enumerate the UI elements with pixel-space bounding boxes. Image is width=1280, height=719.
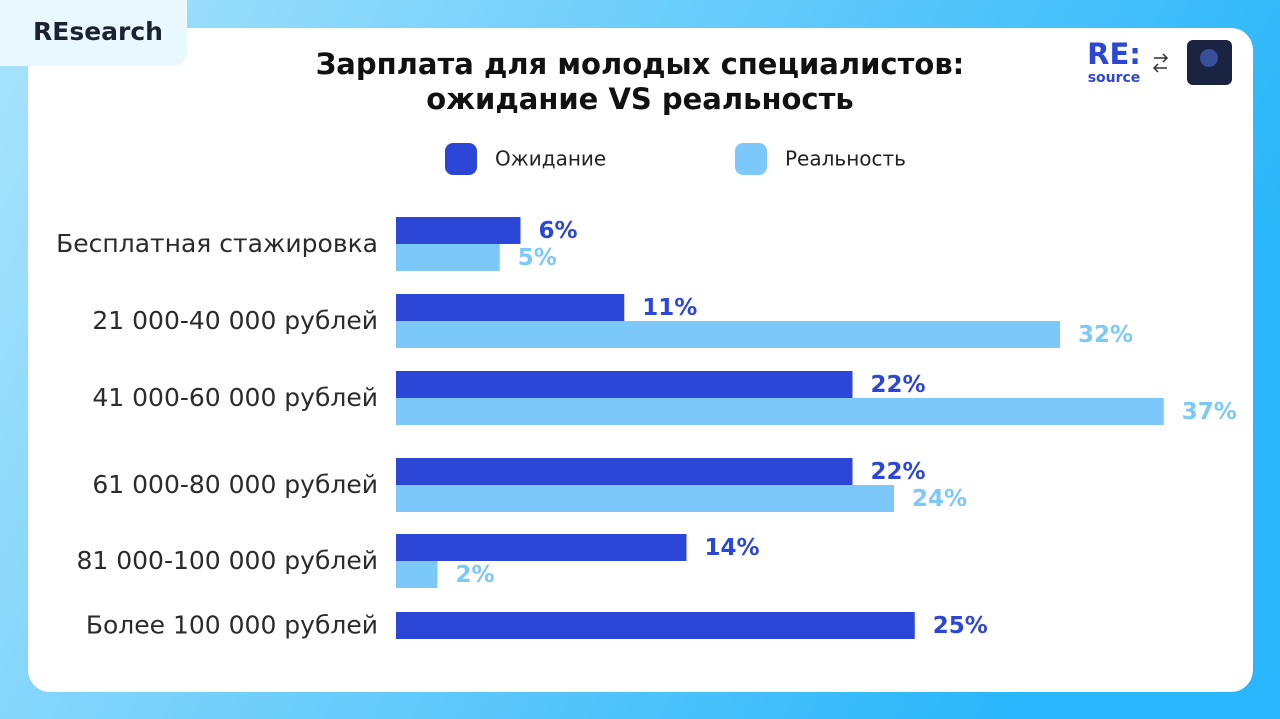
legend-swatch [735, 143, 767, 175]
value-label: 5% [518, 245, 557, 271]
bar [396, 244, 500, 271]
bar [396, 458, 853, 485]
legend-swatch [445, 143, 477, 175]
category-label: Более 100 000 рублей [86, 611, 378, 640]
bar [396, 485, 894, 512]
bar [396, 612, 915, 639]
swap-icon [1152, 53, 1169, 73]
bar [396, 534, 687, 561]
category-label: 61 000-80 000 рублей [92, 470, 378, 499]
legend-label: Ожидание [495, 147, 606, 171]
chart-title: ожидание VS реальность [426, 82, 854, 116]
value-label: 2% [456, 562, 495, 588]
category-label: 41 000-60 000 рублей [92, 383, 378, 412]
category-label: Бесплатная стажировка [56, 229, 378, 258]
value-label: 22% [871, 372, 926, 398]
value-label: 22% [871, 459, 926, 485]
logo-main: RE: [1087, 37, 1141, 71]
value-label: 37% [1182, 399, 1237, 425]
legend-label: Реальность [785, 147, 906, 171]
thumbnail-art [1200, 49, 1218, 67]
value-label: 24% [912, 486, 967, 512]
category-label: 81 000-100 000 рублей [76, 546, 378, 575]
bar [396, 321, 1060, 348]
value-label: 32% [1078, 322, 1133, 348]
badge [0, 0, 187, 66]
bar [396, 561, 438, 588]
chart-title: Зарплата для молодых специалистов: [316, 47, 965, 81]
card [28, 28, 1253, 692]
value-label: 11% [642, 295, 697, 321]
bar [396, 217, 521, 244]
logo-sub: source [1088, 70, 1141, 86]
bar [396, 294, 625, 321]
category-label: 21 000-40 000 рублей [92, 306, 378, 335]
value-label: 6% [539, 218, 578, 244]
badge-text: REsearch [33, 17, 163, 46]
value-label: 25% [933, 613, 988, 639]
value-label: 14% [705, 535, 760, 561]
bar [396, 398, 1164, 425]
bar [396, 371, 853, 398]
